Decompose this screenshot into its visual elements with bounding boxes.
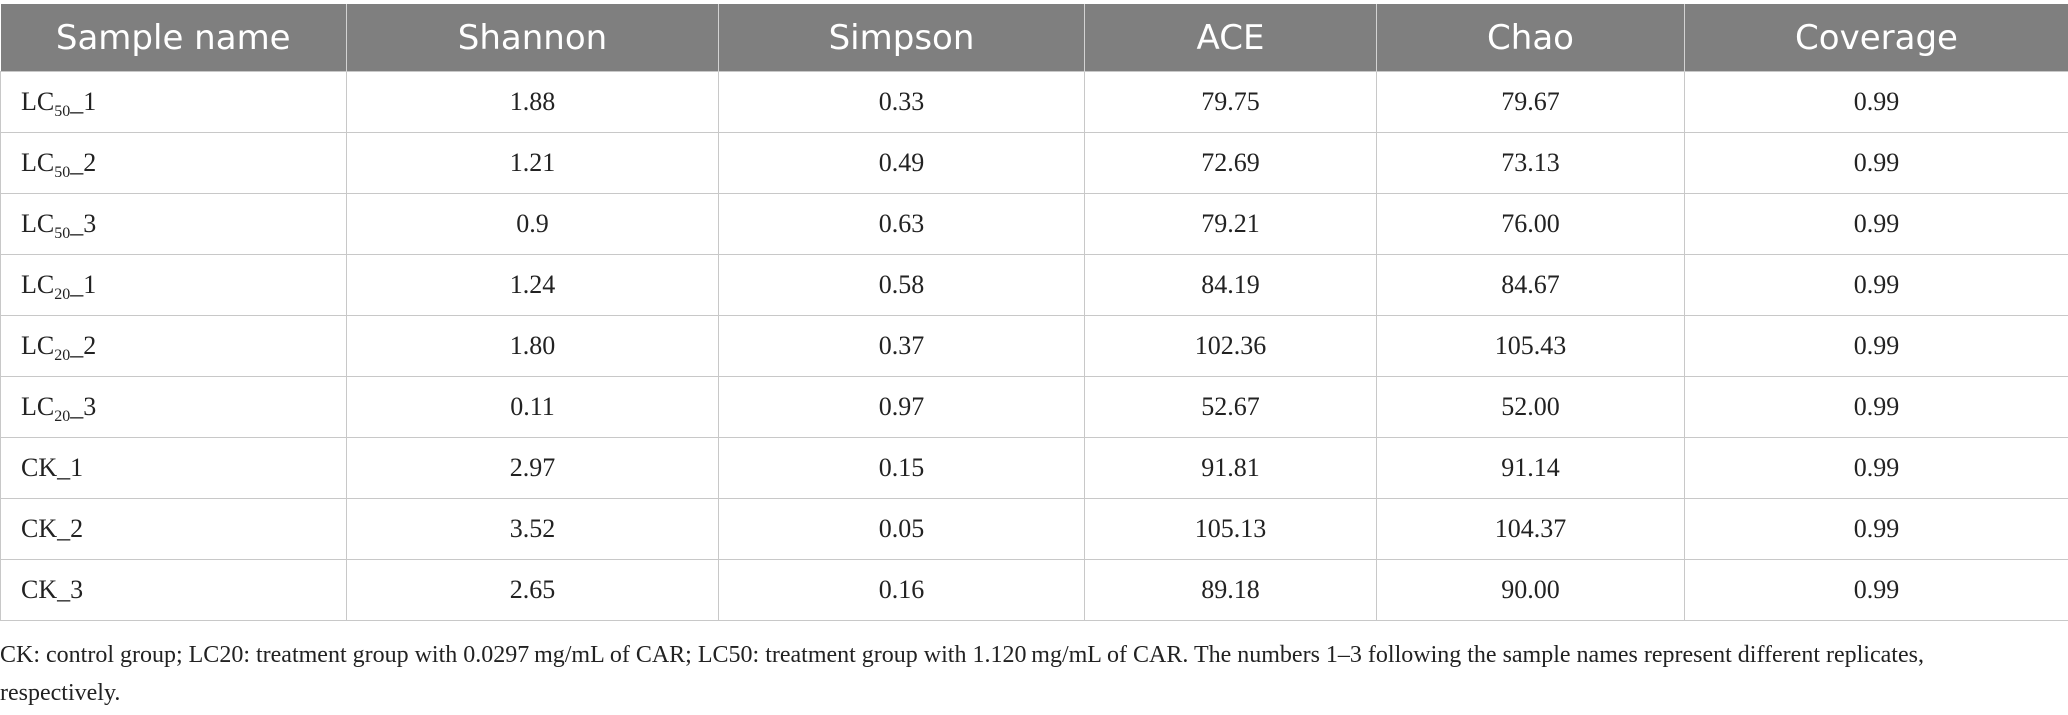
header-simpson: Simpson [718,4,1085,72]
cell-shannon: 2.65 [346,559,719,621]
sample-name-subscript: 20 [54,286,71,304]
cell-coverage: 0.99 [1684,193,2068,255]
table-row: CK_3 2.65 0.16 89.18 90.00 0.99 [0,559,2068,621]
sample-name-prefix: LC [21,392,55,421]
cell-ace: 105.13 [1084,498,1377,560]
cell-simpson: 0.63 [718,193,1085,255]
table-row: CK_2 3.52 0.05 105.13 104.37 0.99 [0,498,2068,560]
cell-ace: 84.19 [1084,254,1377,316]
cell-coverage: 0.99 [1684,559,2068,621]
cell-coverage: 0.99 [1684,315,2068,377]
sample-name-prefix: LC [21,209,55,238]
table-row: LC20_2 1.80 0.37 102.36 105.43 0.99 [0,315,2068,377]
cell-sample-name: CK_2 [0,498,347,560]
cell-ace: 91.81 [1084,437,1377,499]
cell-ace: 79.21 [1084,193,1377,255]
table-row: LC50_3 0.9 0.63 79.21 76.00 0.99 [0,193,2068,255]
sample-name-prefix: CK_3 [21,575,84,604]
sample-name-prefix: LC [21,270,55,299]
cell-chao: 91.14 [1376,437,1685,499]
cell-chao: 104.37 [1376,498,1685,560]
cell-sample-name: LC50_1 [0,71,347,133]
table-row: CK_1 2.97 0.15 91.81 91.14 0.99 [0,437,2068,499]
cell-chao: 105.43 [1376,315,1685,377]
cell-shannon: 1.21 [346,132,719,194]
cell-shannon: 1.24 [346,254,719,316]
alpha-diversity-table: Sample name Shannon Simpson ACE Chao Cov… [0,4,2068,621]
cell-shannon: 0.9 [346,193,719,255]
cell-shannon: 2.97 [346,437,719,499]
cell-sample-name: LC20_2 [0,315,347,377]
cell-coverage: 0.99 [1684,437,2068,499]
data-table-container: Sample name Shannon Simpson ACE Chao Cov… [0,4,2068,621]
cell-shannon: 0.11 [346,376,719,438]
cell-shannon: 1.88 [346,71,719,133]
cell-sample-name: LC50_3 [0,193,347,255]
header-coverage: Coverage [1684,4,2068,72]
cell-chao: 76.00 [1376,193,1685,255]
sample-name-subscript: 50 [54,225,71,243]
table-header: Sample name Shannon Simpson ACE Chao Cov… [0,4,2068,72]
cell-simpson: 0.97 [718,376,1085,438]
sample-name-suffix: _3 [70,209,97,238]
cell-chao: 52.00 [1376,376,1685,438]
cell-shannon: 1.80 [346,315,719,377]
cell-sample-name: CK_1 [0,437,347,499]
header-shannon: Shannon [346,4,719,72]
cell-coverage: 0.99 [1684,254,2068,316]
cell-ace: 79.75 [1084,71,1377,133]
sample-name-suffix: _1 [70,270,97,299]
cell-sample-name: CK_3 [0,559,347,621]
sample-name-suffix: _1 [70,87,97,116]
cell-coverage: 0.99 [1684,498,2068,560]
cell-simpson: 0.58 [718,254,1085,316]
sample-name-prefix: LC [21,331,55,360]
header-chao: Chao [1376,4,1685,72]
table-row: LC20_1 1.24 0.58 84.19 84.67 0.99 [0,254,2068,316]
cell-simpson: 0.15 [718,437,1085,499]
sample-name-prefix: LC [21,87,55,116]
header-ace: ACE [1084,4,1377,72]
cell-coverage: 0.99 [1684,376,2068,438]
sample-name-prefix: LC [21,148,55,177]
sample-name-suffix: _2 [70,148,97,177]
sample-name-subscript: 50 [54,164,71,182]
cell-ace: 102.36 [1084,315,1377,377]
table-row: LC50_2 1.21 0.49 72.69 73.13 0.99 [0,132,2068,194]
cell-chao: 84.67 [1376,254,1685,316]
header-row: Sample name Shannon Simpson ACE Chao Cov… [0,4,2068,72]
table-footnote: CK: control group; LC20: treatment group… [0,642,1924,706]
cell-coverage: 0.99 [1684,71,2068,133]
cell-chao: 79.67 [1376,71,1685,133]
cell-chao: 73.13 [1376,132,1685,194]
cell-sample-name: LC50_2 [0,132,347,194]
cell-ace: 72.69 [1084,132,1377,194]
table-body: LC50_1 1.88 0.33 79.75 79.67 0.99 LC50_2 1.21 0.… [0,71,2068,621]
sample-name-subscript: 20 [54,408,71,426]
sample-name-suffix: _3 [70,392,97,421]
cell-sample-name: LC20_3 [0,376,347,438]
cell-ace: 52.67 [1084,376,1377,438]
cell-chao: 90.00 [1376,559,1685,621]
sample-name-subscript: 50 [54,103,71,121]
cell-simpson: 0.33 [718,71,1085,133]
cell-sample-name: LC20_1 [0,254,347,316]
cell-shannon: 3.52 [346,498,719,560]
cell-simpson: 0.16 [718,559,1085,621]
cell-simpson: 0.49 [718,132,1085,194]
cell-simpson: 0.37 [718,315,1085,377]
header-sample-name: Sample name [0,4,347,72]
cell-coverage: 0.99 [1684,132,2068,194]
table-row: LC50_1 1.88 0.33 79.75 79.67 0.99 [0,71,2068,133]
sample-name-subscript: 20 [54,347,71,365]
table-row: LC20_3 0.11 0.97 52.67 52.00 0.99 [0,376,2068,438]
sample-name-prefix: CK_2 [21,514,84,543]
cell-ace: 89.18 [1084,559,1377,621]
sample-name-suffix: _2 [70,331,97,360]
sample-name-prefix: CK_1 [21,453,84,482]
cell-simpson: 0.05 [718,498,1085,560]
